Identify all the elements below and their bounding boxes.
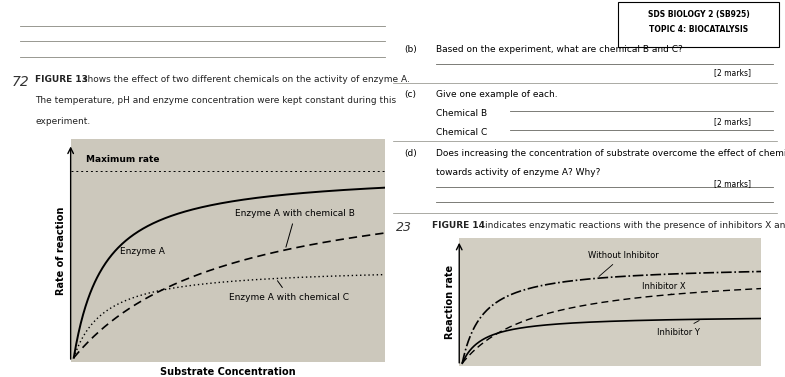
Text: FIGURE 14: FIGURE 14 [432, 221, 485, 230]
Text: Chemical C: Chemical C [436, 128, 487, 137]
Text: Give one example of each.: Give one example of each. [436, 90, 557, 100]
Text: indicates enzymatic reactions with the presence of inhibitors X and Y: indicates enzymatic reactions with the p… [484, 221, 785, 230]
Y-axis label: Reaction rate: Reaction rate [445, 265, 455, 339]
Text: TOPIC 4: BIOCATALYSIS: TOPIC 4: BIOCATALYSIS [649, 25, 748, 34]
Text: Chemical B: Chemical B [436, 109, 487, 118]
Y-axis label: Rate of reaction: Rate of reaction [57, 207, 67, 295]
Text: Enzyme A with chemical C: Enzyme A with chemical C [229, 281, 349, 302]
Text: experiment.: experiment. [35, 117, 90, 126]
Text: Inhibitor X: Inhibitor X [642, 282, 685, 294]
Text: towards activity of enzyme A? Why?: towards activity of enzyme A? Why? [436, 168, 600, 177]
Text: The temperature, pH and enzyme concentration were kept constant during this: The temperature, pH and enzyme concentra… [35, 96, 396, 105]
Text: (c): (c) [404, 90, 416, 100]
Text: Enzyme A: Enzyme A [120, 247, 166, 256]
Text: [2 marks]: [2 marks] [714, 68, 751, 77]
Text: (b): (b) [404, 45, 417, 54]
Text: Maximum rate: Maximum rate [86, 155, 159, 164]
Text: shows the effect of two different chemicals on the activity of enzyme A.: shows the effect of two different chemic… [81, 75, 411, 84]
Text: (d): (d) [404, 149, 417, 158]
Text: 23: 23 [396, 221, 412, 233]
X-axis label: Substrate Concentration: Substrate Concentration [160, 368, 295, 377]
Text: 72: 72 [12, 75, 30, 89]
Text: [2 marks]: [2 marks] [714, 179, 751, 188]
Text: SDS BIOLOGY 2 (SB925): SDS BIOLOGY 2 (SB925) [648, 10, 750, 19]
Text: Does increasing the concentration of substrate overcome the effect of chemical B: Does increasing the concentration of sub… [436, 149, 785, 158]
Text: [2 marks]: [2 marks] [714, 117, 751, 126]
Text: Without Inhibitor: Without Inhibitor [588, 251, 659, 276]
Text: Inhibitor Y: Inhibitor Y [657, 320, 699, 337]
Text: Based on the experiment, what are chemical B and C?: Based on the experiment, what are chemic… [436, 45, 682, 54]
Text: Enzyme A with chemical B: Enzyme A with chemical B [236, 209, 356, 247]
Text: FIGURE 13: FIGURE 13 [35, 75, 88, 84]
